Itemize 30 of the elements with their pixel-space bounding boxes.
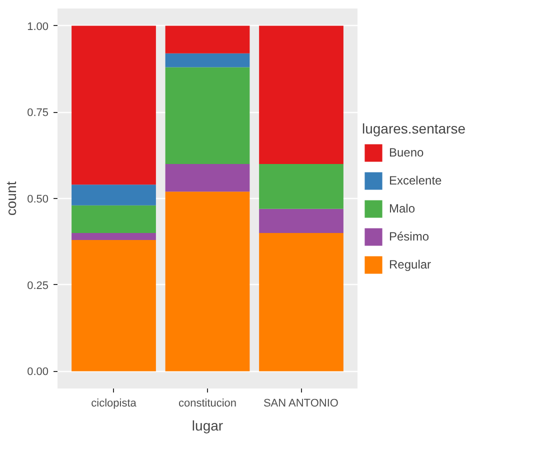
x-tick-label: ciclopista [91,398,138,410]
legend-label: Regular [389,256,432,274]
y-tick-label: 0.25 [27,280,49,292]
y-tick-label: 0.50 [27,194,49,206]
legend-title: lugares.sentarse [362,120,466,136]
x-axis-title: lugar [192,418,224,434]
bar [165,67,250,164]
bar [259,208,344,234]
legend-label: Excelente [389,172,442,190]
x-tick-label: constitucion [178,398,237,410]
bar [165,192,250,372]
y-axis-title: count [3,181,20,216]
bar [259,26,344,164]
bar [72,184,156,206]
bar [72,233,156,240]
y-tick-label: 0.75 [27,107,49,120]
bar [165,164,250,192]
y-tick-label: 0.00 [27,366,49,378]
legend-label: Pésimo [389,228,430,246]
bar [72,26,156,185]
y-tick-label: 1.00 [27,20,49,33]
legend-label: Malo [389,200,416,218]
legend-label: Bueno [389,144,424,162]
bar [72,240,156,372]
bar [72,205,156,234]
bar [165,53,250,68]
bar [259,164,344,209]
bar [259,233,344,372]
x-tick-label: SAN ANTONIO [263,398,339,410]
bar [165,26,250,54]
